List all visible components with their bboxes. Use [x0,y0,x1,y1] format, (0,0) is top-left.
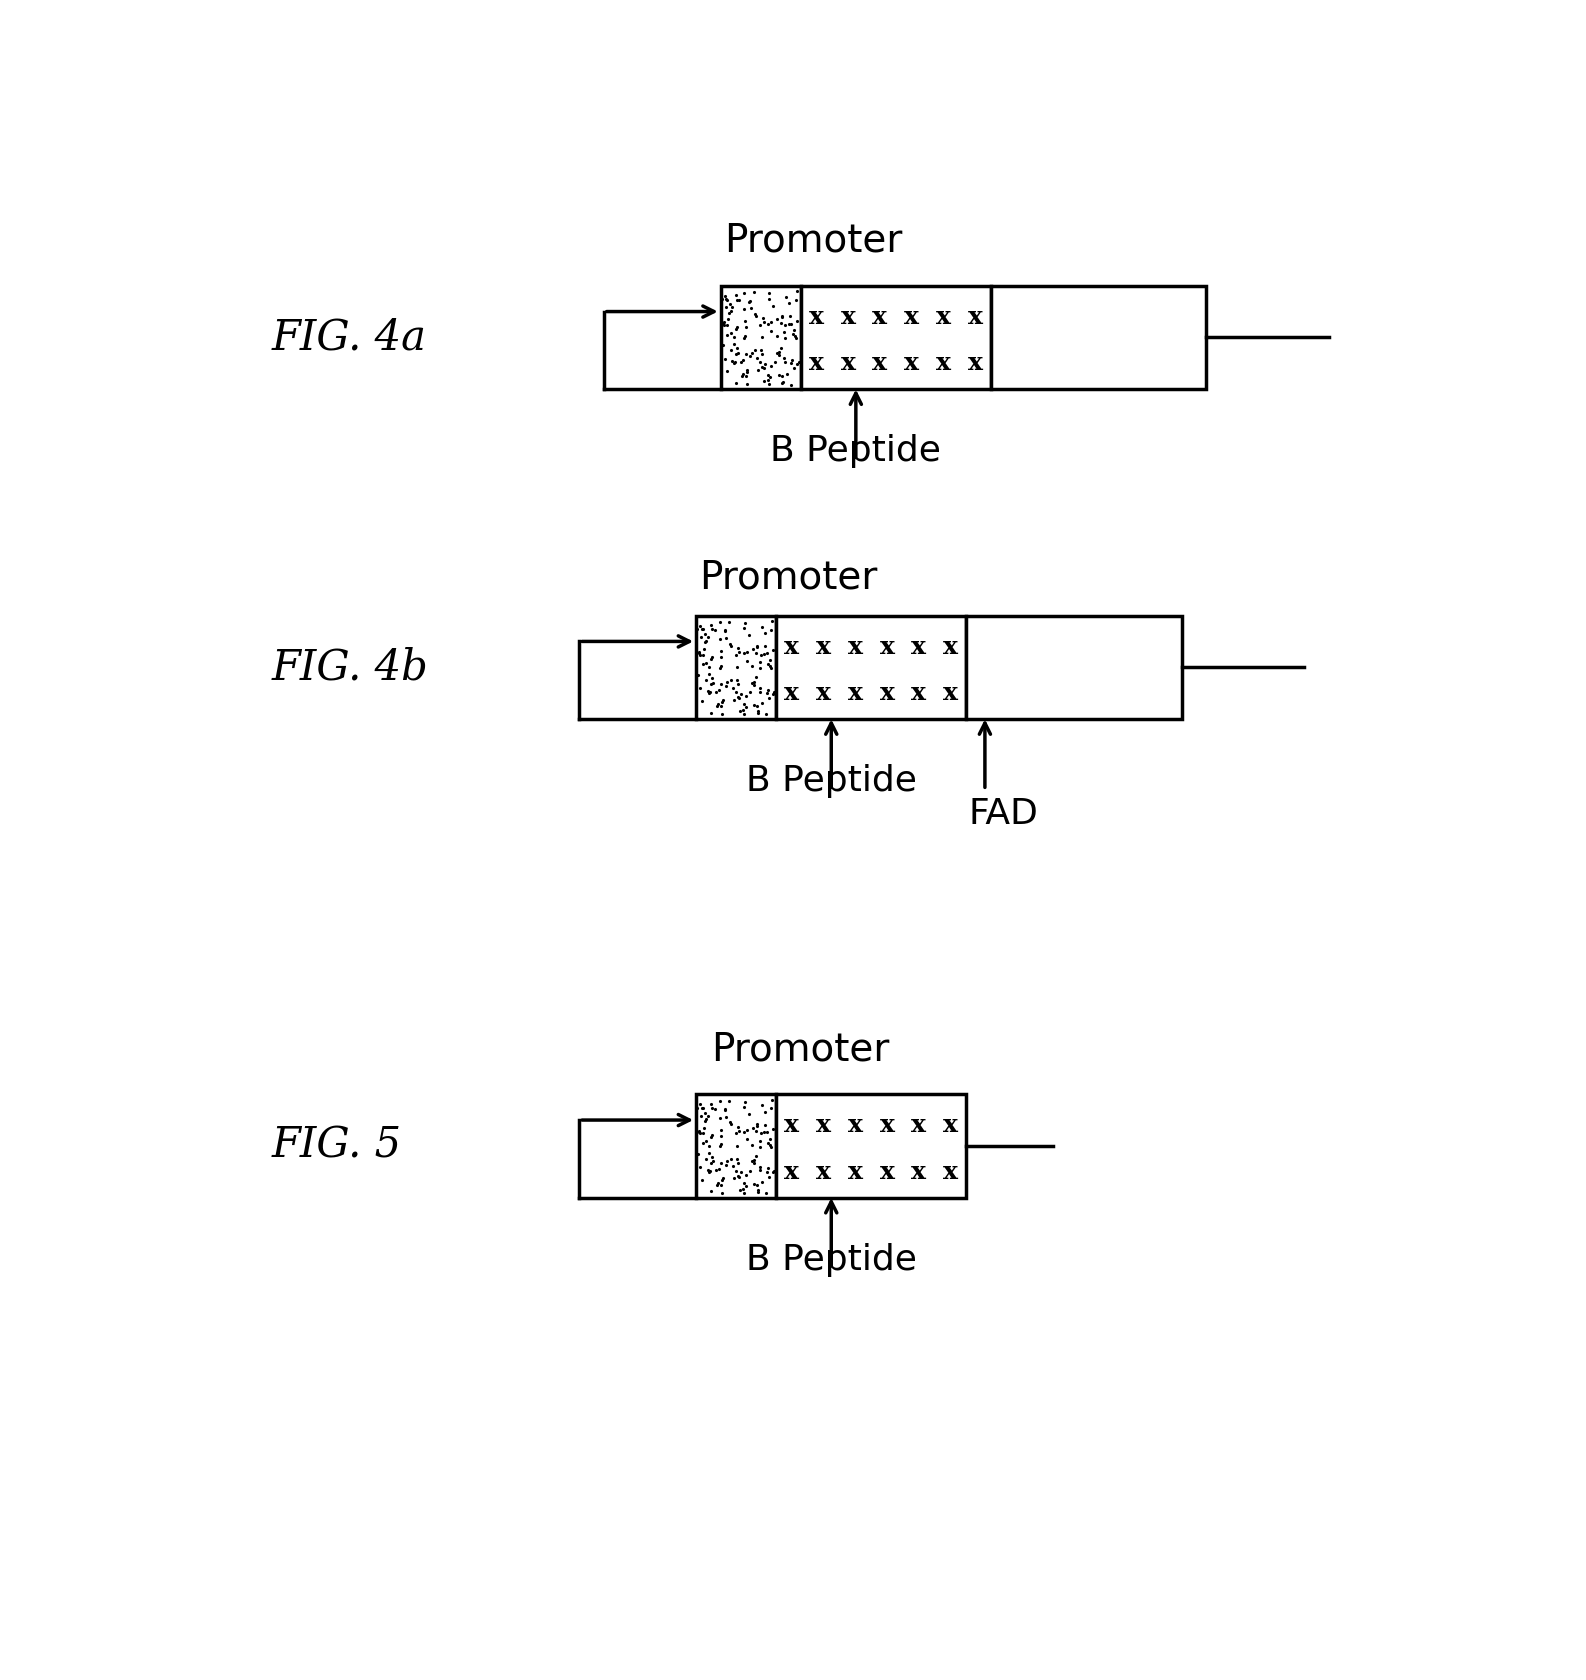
Text: x: x [849,1159,863,1184]
Text: x: x [817,1114,831,1137]
Text: B Peptide: B Peptide [745,764,917,798]
Text: Promoter: Promoter [712,1030,890,1068]
Text: x: x [809,351,825,375]
Text: x: x [849,1114,863,1137]
Text: x: x [872,351,888,375]
Text: x: x [912,1159,926,1184]
Text: x: x [785,680,799,706]
Text: FIG. 4a: FIG. 4a [273,316,427,358]
Text: x: x [841,304,856,329]
Text: x: x [880,1114,895,1137]
Text: x: x [785,635,799,659]
Text: x: x [904,351,920,375]
Text: x: x [944,1159,958,1184]
Text: x: x [872,304,888,329]
Text: x: x [841,351,856,375]
Bar [991,286,1207,390]
Text: x: x [944,1114,958,1137]
Bar [776,1094,966,1198]
Text: x: x [817,635,831,659]
Bar [696,1094,776,1198]
Text: x: x [912,680,926,706]
Text: x: x [809,304,825,329]
Text: Promoter: Promoter [723,222,902,260]
Text: x: x [944,635,958,659]
Text: B Peptide: B Peptide [771,435,940,469]
Text: FIG. 4b: FIG. 4b [273,647,428,689]
Text: Promoter: Promoter [699,558,877,596]
Bar [776,615,966,719]
Text: B Peptide: B Peptide [745,1243,917,1277]
Bar [801,286,991,390]
Text: x: x [880,635,895,659]
Bar [966,615,1182,719]
Text: x: x [817,680,831,706]
Text: x: x [967,351,983,375]
Text: x: x [912,635,926,659]
Text: FIG. 5: FIG. 5 [273,1126,403,1168]
Text: FAD: FAD [969,796,1039,830]
Text: x: x [967,304,983,329]
Text: x: x [936,351,952,375]
Text: x: x [936,304,952,329]
Bar [720,286,801,390]
Text: x: x [849,635,863,659]
Text: x: x [880,680,895,706]
Bar [696,615,776,719]
Text: x: x [912,1114,926,1137]
Text: x: x [944,680,958,706]
Text: x: x [849,680,863,706]
Text: x: x [880,1159,895,1184]
Text: x: x [817,1159,831,1184]
Text: x: x [904,304,920,329]
Text: x: x [785,1114,799,1137]
Text: x: x [785,1159,799,1184]
